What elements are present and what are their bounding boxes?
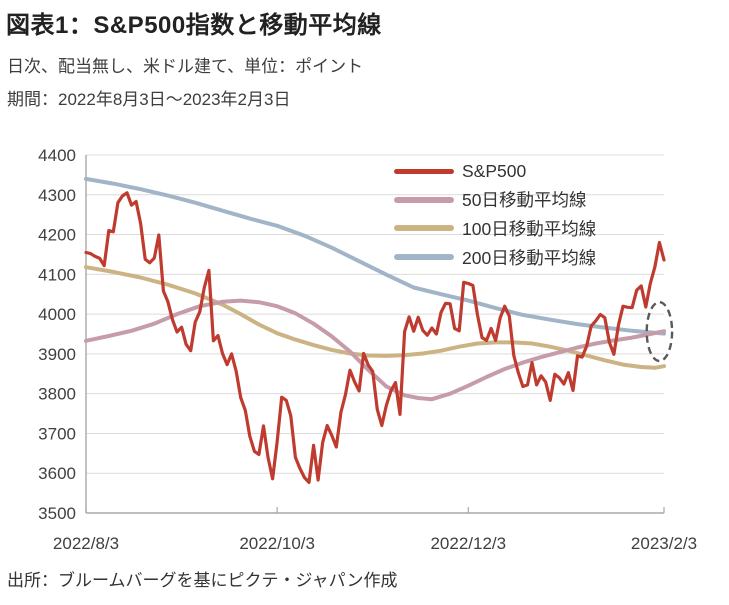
legend-item-ma100: 100日移動平均線: [394, 214, 596, 243]
y-tick-label: 3800: [38, 385, 76, 404]
annotation-dashed-ellipse: [645, 301, 674, 363]
y-tick-label: 4200: [38, 226, 76, 245]
figure-title: 図表1：S&P500指数と移動平均線: [6, 12, 382, 39]
series-line-sp500: [84, 191, 666, 484]
legend-label-ma100: 100日移動平均線: [462, 218, 597, 239]
y-tick-label: 4000: [38, 305, 76, 324]
legend-swatch-ma200: [394, 254, 454, 261]
legend-swatch-sp500: [394, 168, 454, 174]
x-tick-label: 2022/12/3: [430, 534, 506, 553]
legend-item-ma200: 200日移動平均線: [394, 243, 596, 272]
x-tick-label: 2022/10/3: [239, 534, 315, 553]
y-tick-label: 4100: [38, 265, 76, 284]
legend-item-ma50: 50日移動平均線: [394, 186, 596, 215]
source-note: 出所：ブルームバーグを基にピクテ・ジャパン作成: [7, 571, 398, 590]
figure-subtitle-units: 日次、配当無し、米ドル建て、単位：ポイント: [7, 57, 364, 76]
legend-label-sp500: S&P500: [462, 160, 527, 181]
x-tick-label: 2022/8/3: [53, 534, 119, 553]
legend-label-ma50: 50日移動平均線: [462, 190, 587, 211]
figure-subtitle-period: 期間：2022年8月3日～2023年2月3日: [7, 90, 291, 109]
series-line-ma200: [84, 176, 666, 336]
legend-swatch-ma100: [394, 225, 454, 232]
legend-swatch-ma50: [394, 196, 454, 203]
x-tick-label: 2023/2/3: [631, 534, 697, 553]
y-tick-label: 3900: [38, 345, 76, 364]
legend-label-ma200: 200日移動平均線: [462, 247, 597, 268]
legend-item-sp500: S&P500: [394, 157, 596, 186]
y-tick-label: 4300: [38, 186, 76, 205]
y-tick-label: 3600: [38, 464, 76, 483]
chart-legend: S&P500 50日移動平均線 100日移動平均線 200日移動平均線: [394, 157, 596, 271]
y-tick-label: 3500: [38, 504, 76, 523]
y-tick-label: 4400: [38, 146, 76, 165]
y-tick-label: 3700: [38, 424, 76, 443]
